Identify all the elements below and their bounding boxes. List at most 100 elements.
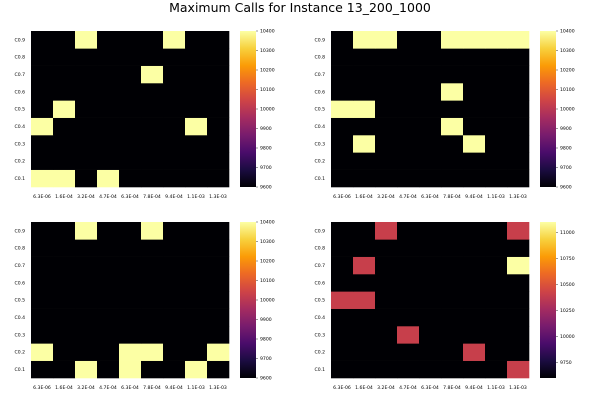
heatmap-cell <box>419 308 442 327</box>
heatmap-cell <box>207 152 230 170</box>
heatmap-cell <box>207 274 230 292</box>
colorbar-tick-label: 9600 <box>260 376 272 382</box>
heatmap-cell <box>31 65 54 84</box>
heatmap-cell <box>485 117 508 136</box>
heatmap-cell <box>97 152 120 170</box>
heatmap-cell <box>185 48 208 66</box>
x-tick-label: 1.6E-04 <box>55 194 73 200</box>
heatmap-cell <box>375 239 398 257</box>
heatmap-cell <box>207 291 230 309</box>
heatmap-cell <box>507 360 530 379</box>
heatmap-cell <box>485 256 508 275</box>
colorbar-tick-label: 10250 <box>560 308 575 314</box>
heatmap-cell <box>163 83 186 101</box>
heatmap-cell <box>485 326 508 344</box>
colorbar-tick-label: 10000 <box>260 107 275 113</box>
heatmap-cell <box>463 326 486 344</box>
heatmap-cell <box>31 169 54 188</box>
heatmap-cell <box>141 117 164 136</box>
heatmap-cell <box>163 65 186 84</box>
heatmap-cell <box>97 169 120 188</box>
x-tick-label: 7.8E-04 <box>443 385 461 391</box>
heatmap-cell <box>163 291 186 309</box>
x-tick-label: 1.6E-04 <box>355 385 373 391</box>
x-tick-label: 1.1E-03 <box>187 385 205 391</box>
heatmap-cell <box>53 152 76 170</box>
heatmap-cell <box>353 291 376 309</box>
colorbar <box>540 222 556 378</box>
heatmap-cell <box>75 152 98 170</box>
heatmap-cell <box>331 222 354 240</box>
y-tick-label: C0.1 <box>14 367 25 373</box>
colorbar-tick-label: 10400 <box>260 29 275 35</box>
y-tick-label: C0.5 <box>314 107 325 113</box>
heatmap-cell <box>397 48 420 66</box>
heatmap-cell <box>207 169 230 188</box>
y-tick-label: C0.7 <box>314 72 325 78</box>
y-tick-label: C0.6 <box>314 280 325 286</box>
heatmap-cell <box>463 65 486 84</box>
colorbar <box>240 31 256 187</box>
heatmap-cell <box>507 117 530 136</box>
heatmap-cell <box>353 152 376 170</box>
heatmap-cell <box>53 343 76 361</box>
heatmap-cell <box>75 117 98 136</box>
heatmap-cell <box>163 169 186 188</box>
y-tick-label: C0.8 <box>314 55 325 61</box>
x-tick-label: 6.3E-06 <box>333 194 351 200</box>
heatmap-cell <box>375 48 398 66</box>
heatmap-cell <box>441 239 464 257</box>
heatmap-cell <box>141 274 164 292</box>
x-tick-label: 6.3E-06 <box>33 385 51 391</box>
heatmap-cell <box>97 343 120 361</box>
heatmap-cell <box>185 326 208 344</box>
heatmap-cell <box>119 256 142 275</box>
heatmap-cell <box>507 169 530 188</box>
heatmap-cell <box>141 31 164 49</box>
heatmap-cell <box>375 308 398 327</box>
heatmap-cell <box>485 100 508 118</box>
heatmap-cell <box>53 83 76 101</box>
x-tick-label: 3.2E-04 <box>77 194 95 200</box>
colorbar-tick-label: 10750 <box>560 256 575 262</box>
colorbar-tick-label: 10400 <box>260 220 275 226</box>
x-tick-label: 6.3E-04 <box>121 385 139 391</box>
y-tick-label: C0.2 <box>14 159 25 165</box>
heatmap-cell <box>485 222 508 240</box>
heatmap-cell <box>97 117 120 136</box>
heatmap-cell <box>207 65 230 84</box>
heatmap-cell <box>419 31 442 49</box>
heatmap-cell <box>419 343 442 361</box>
heatmap-cell <box>119 222 142 240</box>
heatmap-cell <box>353 274 376 292</box>
heatmap-cell <box>31 31 54 49</box>
heatmap-cell <box>185 65 208 84</box>
colorbar-tick-label: 10000 <box>260 298 275 304</box>
heatmap-cell <box>97 135 120 153</box>
heatmap-cell <box>507 343 530 361</box>
heatmap-cell <box>507 239 530 257</box>
heatmap-cell <box>185 343 208 361</box>
y-tick-label: C0.2 <box>314 159 325 165</box>
heatmap-cell <box>419 326 442 344</box>
y-tick-label: C0.8 <box>14 246 25 252</box>
heatmap-cell <box>53 239 76 257</box>
x-tick-label: 9.4E-04 <box>465 385 483 391</box>
heatmap-cell <box>141 239 164 257</box>
heatmap-cell <box>353 326 376 344</box>
heatmap-cell <box>441 326 464 344</box>
heatmap-cell <box>97 291 120 309</box>
x-tick-label: 7.8E-04 <box>143 385 161 391</box>
x-tick-label: 4.7E-04 <box>399 385 417 391</box>
x-tick-label: 1.3E-03 <box>509 385 527 391</box>
heatmap-cell <box>97 222 120 240</box>
heatmap-cell <box>485 135 508 153</box>
heatmap-cell <box>507 256 530 275</box>
heatmap-cell <box>53 222 76 240</box>
heatmap-cell <box>441 135 464 153</box>
heatmap-cell <box>163 152 186 170</box>
heatmap-cell <box>119 31 142 49</box>
heatmap-cell <box>141 48 164 66</box>
heatmap-cell <box>397 343 420 361</box>
